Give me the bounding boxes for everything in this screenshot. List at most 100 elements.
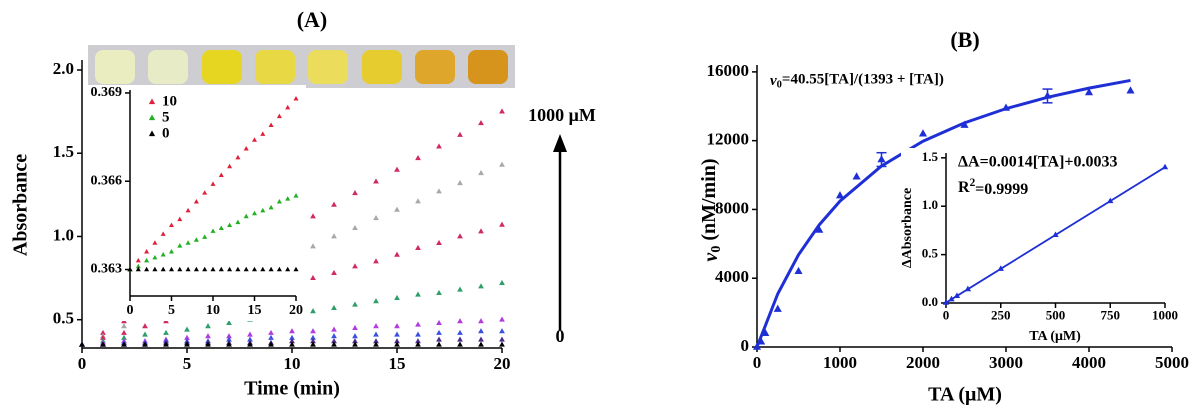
- data-point: [457, 132, 463, 137]
- x-tick-label: 15: [389, 354, 406, 373]
- legend-label: 10: [162, 93, 177, 109]
- data-point: [478, 336, 484, 341]
- data-point: [268, 330, 274, 335]
- x-tick-label: 0: [753, 353, 762, 372]
- y-axis-title-part: (nM/min): [697, 158, 719, 245]
- data-point: [289, 328, 295, 333]
- well: [202, 50, 242, 84]
- data-point: [436, 240, 442, 245]
- well: [415, 50, 455, 84]
- data-point: [457, 330, 463, 335]
- data-point: [373, 258, 379, 263]
- y-tick-label: 1.5: [922, 149, 939, 164]
- data-point: [310, 213, 316, 218]
- panel-label: (B): [950, 27, 979, 52]
- y-tick-label: 0.5: [922, 246, 939, 261]
- x-tick-label: 0: [78, 354, 87, 373]
- y-tick-label: 1.0: [922, 197, 938, 212]
- well: [148, 50, 188, 84]
- legend-label: 0: [162, 125, 170, 141]
- data-point: [499, 222, 505, 227]
- data-point: [436, 320, 442, 325]
- data-point: [457, 233, 463, 238]
- x-tick-label: 15: [248, 303, 262, 318]
- data-point: [478, 328, 484, 333]
- data-point: [478, 120, 484, 125]
- data-point: [415, 245, 421, 250]
- r-squared-part: R: [958, 179, 970, 196]
- data-point: [352, 302, 358, 307]
- data-point: [436, 188, 442, 193]
- y-tick-label: 0.366: [91, 173, 123, 188]
- y-tick-label: 0.369: [91, 85, 123, 100]
- concentration-arrow: [553, 134, 567, 330]
- data-point: [415, 331, 421, 336]
- x-axis-title: TA (μM): [928, 384, 1002, 406]
- data-point: [436, 143, 442, 148]
- data-point: [310, 243, 316, 248]
- y-tick-label: 0.363: [91, 262, 123, 277]
- data-point: [457, 180, 463, 185]
- data-point: [121, 323, 127, 328]
- data-point: [499, 336, 505, 341]
- data-point: [499, 280, 505, 285]
- data-point: [142, 331, 148, 336]
- x-axis-title: Time (min): [244, 378, 340, 400]
- data-point: [184, 326, 190, 331]
- data-point: [415, 198, 421, 203]
- data-point: [794, 267, 802, 274]
- data-point: [352, 263, 358, 268]
- data-point: [331, 305, 337, 310]
- data-point: [478, 283, 484, 288]
- x-axis-title: TA (μM): [1029, 329, 1081, 344]
- data-point: [1126, 86, 1134, 93]
- x-tick-label: 20: [494, 354, 511, 373]
- data-point: [478, 341, 484, 346]
- data-point: [373, 323, 379, 328]
- x-tick-label: 3000: [989, 353, 1023, 372]
- x-tick-label: 20: [289, 303, 303, 318]
- data-point: [394, 323, 400, 328]
- data-point: [331, 270, 337, 275]
- data-point: [331, 333, 337, 338]
- data-point: [142, 323, 148, 328]
- data-point: [436, 336, 442, 341]
- data-point: [499, 328, 505, 333]
- well: [468, 50, 508, 84]
- data-point: [499, 162, 505, 167]
- data-point: [352, 225, 358, 230]
- x-tick-label: 5: [168, 303, 175, 318]
- data-point: [79, 341, 85, 346]
- x-tick-label: 500: [1046, 308, 1066, 323]
- y-axis-title: Absorbance: [10, 154, 32, 256]
- data-point: [373, 298, 379, 303]
- data-point: [247, 331, 253, 336]
- arrow-head: [553, 134, 567, 152]
- data-point: [877, 155, 885, 162]
- data-point: [352, 190, 358, 195]
- equation-part: =40.55[TA]/(1393 + [TA]): [782, 72, 944, 88]
- r-squared-part: =0.9999: [975, 181, 1028, 198]
- x-tick-label: 2000: [906, 353, 940, 372]
- data-point: [310, 328, 316, 333]
- data-point: [853, 172, 861, 179]
- data-point: [394, 331, 400, 336]
- data-point: [310, 308, 316, 313]
- y-tick-label: 12000: [707, 130, 750, 149]
- data-point: [457, 287, 463, 292]
- data-point: [268, 335, 274, 340]
- y-tick-label: 8000: [715, 198, 749, 217]
- x-tick-label: 0: [127, 303, 134, 318]
- data-point: [373, 215, 379, 220]
- data-point: [415, 292, 421, 297]
- data-point: [373, 178, 379, 183]
- figure: 0.51.01.52.0051015200.3630.3660.36905101…: [0, 0, 1198, 410]
- well: [308, 50, 348, 84]
- well-strip: [88, 45, 515, 88]
- data-point: [352, 325, 358, 330]
- x-tick-label: 5: [183, 354, 192, 373]
- well: [255, 50, 295, 84]
- y-tick-label: 16000: [707, 61, 750, 80]
- data-point: [499, 316, 505, 321]
